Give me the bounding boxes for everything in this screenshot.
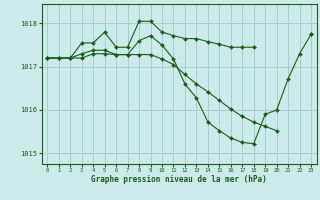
X-axis label: Graphe pression niveau de la mer (hPa): Graphe pression niveau de la mer (hPa) (91, 175, 267, 184)
